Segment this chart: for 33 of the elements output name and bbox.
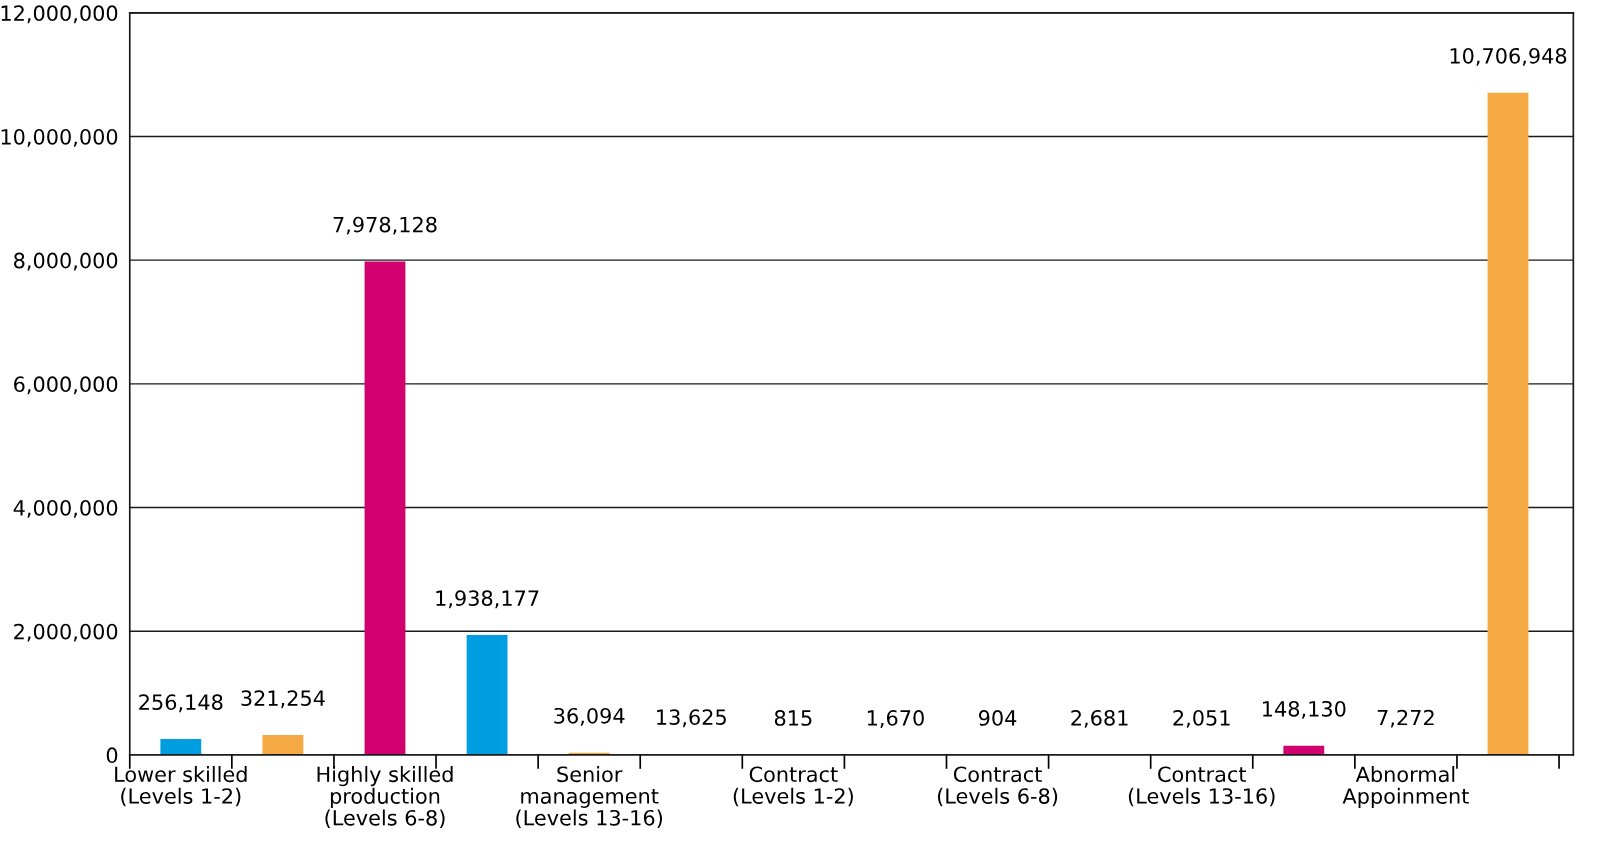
data-label: 1,938,177 <box>436 590 539 609</box>
x-tick-label: Contract (Levels 6-8) <box>937 766 1058 807</box>
data-label: 321,254 <box>241 690 325 709</box>
x-tick-label: Abnormal Appoinment <box>1342 766 1469 808</box>
y-tick-label: 10,000,000 <box>1 128 118 147</box>
data-label: 10,706,948 <box>1450 47 1567 66</box>
data-label: 815 <box>774 710 812 726</box>
bar <box>364 261 406 755</box>
data-label: 2,051 <box>1173 709 1230 728</box>
data-label: 904 <box>978 710 1017 726</box>
y-tick-label: 12,000,000 <box>1 5 118 24</box>
data-label: 36,094 <box>554 707 625 726</box>
data-label: 2,681 <box>1071 709 1128 728</box>
bar <box>160 739 202 755</box>
bar <box>466 635 508 755</box>
data-label: 148,130 <box>1263 700 1346 719</box>
y-tick-label: 8,000,000 <box>14 252 118 271</box>
bar <box>1487 92 1529 755</box>
data-label: 7,978,128 <box>333 216 437 235</box>
data-label: 7,272 <box>1377 709 1434 728</box>
x-tick-label: Lower skilled (Levels 1-2) <box>115 766 247 807</box>
y-tick-label: 2,000,000 <box>14 623 118 642</box>
bar <box>262 735 304 755</box>
x-tick-label: Senior management (Levels 13-16) <box>516 766 663 829</box>
y-tick-label: 0 <box>106 747 118 764</box>
y-tick-label: 4,000,000 <box>13 499 118 518</box>
data-label: 1,670 <box>867 710 924 728</box>
y-tick-label: 6,000,000 <box>14 376 118 395</box>
data-label: 256,148 <box>139 694 223 713</box>
x-tick-label: Highly skilled production (Levels 6-8) <box>317 766 453 829</box>
x-tick-label: Contract (Levels 13-16) <box>1128 766 1275 807</box>
data-label: 13,625 <box>657 709 726 728</box>
x-tick-label: Contract (Levels 1-2) <box>733 766 853 807</box>
